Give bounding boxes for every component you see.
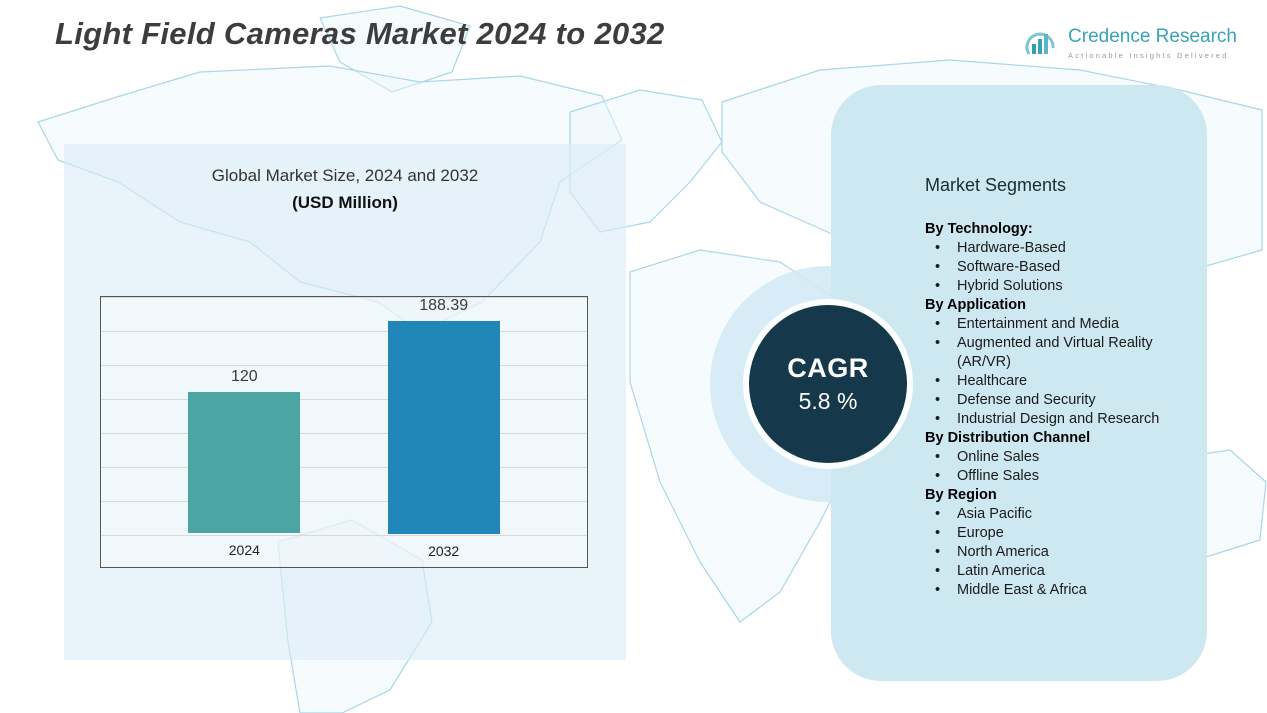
bullet-icon: • [935,525,941,541]
bullet-icon: • [935,316,941,332]
segment-item: • Defense and Security [925,391,1183,410]
bars-area: 120 2024 188.39 2032 [101,297,587,567]
segment-item-label: Hardware-Based [957,240,1066,256]
segment-item: • Latin America [925,562,1183,581]
segment-item-label: Latin America [957,563,1045,579]
bar-chart-logo-icon [1025,32,1055,55]
bar-group: 188.39 2032 [387,297,500,567]
bar-category-label: 2024 [228,542,260,558]
segment-group-heading: By Application [925,297,1026,313]
segment-item-label: Asia Pacific [957,506,1032,522]
segment-item: • Software-Based [925,258,1183,277]
segment-item-label: Online Sales [957,449,1040,465]
chart-title: Global Market Size, 2024 and 2032 (USD M… [64,144,626,216]
segment-item-label: Offline Sales [957,468,1039,484]
segment-group-heading: By Region [925,487,997,503]
bar [387,321,500,535]
logo-name: Credence Research [1068,26,1237,47]
bullet-icon: • [935,373,941,389]
segment-item: • Middle East & Africa [925,581,1183,600]
market-segments-panel: Market Segments By Technology: • Hardware-… [831,85,1207,681]
bar [188,392,301,533]
page-title: Light Field Cameras Market 2024 to 2032 [55,16,665,51]
bullet-icon: • [935,335,941,351]
bullet-icon: • [935,468,941,484]
segment-item: • Healthcare [925,372,1183,391]
market-size-chart-panel: Global Market Size, 2024 and 2032 (USD M… [64,144,626,660]
segment-item: • Europe [925,524,1183,543]
bullet-icon: • [935,240,941,256]
segment-item-label: North America [957,544,1049,560]
segment-item-label: Healthcare [957,373,1028,389]
chart-title-line2: (USD Million) [292,193,398,212]
bullet-icon: • [935,392,941,408]
segment-groups: By Technology: • Hardware-Based • Software-B… [925,220,1183,600]
bullet-icon: • [935,544,941,560]
segment-item: • Asia Pacific [925,505,1183,524]
bullet-icon: • [935,278,941,294]
bar-category-label: 2032 [428,542,460,559]
segment-group-heading: By Technology: [925,221,1033,237]
segment-item-label: Europe [957,525,1004,541]
bullet-icon: • [935,449,941,465]
segment-item: • Industrial Design and Research [925,410,1183,429]
logo-text: Credence Research Actionable Insights De… [1068,26,1237,60]
segment-group-heading: By Distribution Channel [925,430,1091,446]
bullet-icon: • [935,582,941,598]
segment-item: • Augmented and Virtual Reality (AR/VR) [925,334,1183,372]
bullet-icon: • [935,506,941,522]
segment-item-label: Middle East & Africa [957,582,1087,598]
cagr-badge: CAGR 5.8 % [749,305,907,463]
segment-item-label: Entertainment and Media [957,316,1120,332]
segments-title: Market Segments [925,175,1067,195]
bar-value-label: 120 [230,368,258,385]
bar-group: 120 2024 [188,297,301,567]
segment-item-label: Defense and Security [957,392,1096,408]
bullet-icon: • [935,563,941,579]
segment-item: • Entertainment and Media [925,315,1183,334]
cagr-value: 5.8 % [798,388,858,414]
bar-chart: 120 2024 188.39 2032 [100,296,588,568]
bar-value-label: 188.39 [419,297,469,314]
segment-item-label: Augmented and Virtual Reality (AR/VR) [957,335,1153,370]
segment-item-label: Hybrid Solutions [957,278,1063,294]
chart-title-line1: Global Market Size, 2024 and 2032 [211,166,479,185]
segment-item: • Offline Sales [925,467,1183,486]
credence-research-logo: Credence Research Actionable Insights De… [1022,26,1237,62]
segment-item: • Online Sales [925,448,1183,467]
segment-item: • Hardware-Based [925,239,1183,258]
logo-tagline: Actionable Insights Delivered [1068,51,1229,60]
segment-item-label: Software-Based [957,259,1061,275]
bullet-icon: • [935,259,941,275]
segment-item: • Hybrid Solutions [925,277,1183,296]
cagr-label: CAGR [787,353,869,383]
bullet-icon: • [935,411,941,427]
segment-item: • North America [925,543,1183,562]
segment-item-label: Industrial Design and Research [957,411,1160,427]
